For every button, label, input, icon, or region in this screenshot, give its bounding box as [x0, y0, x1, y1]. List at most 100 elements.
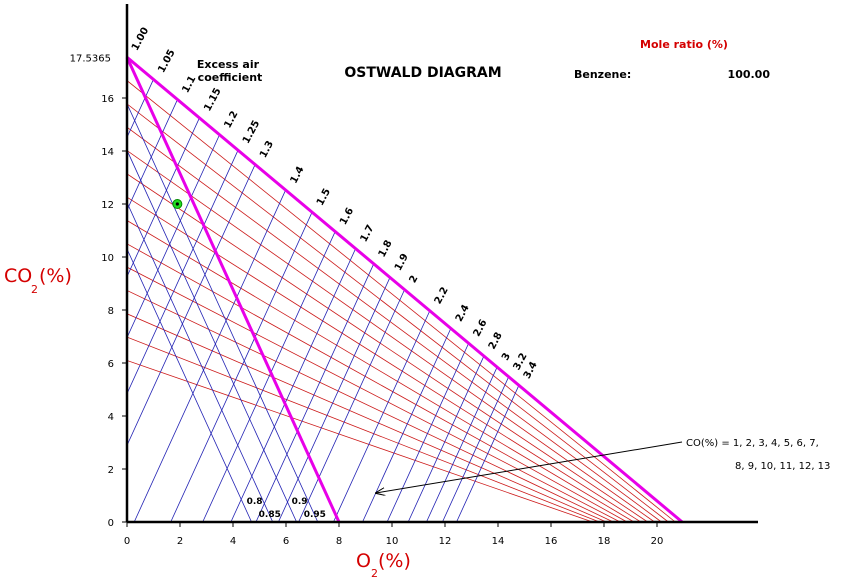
- excess-air-label-1.15: 1.15: [202, 86, 223, 113]
- excess-air-label: Excess air: [197, 58, 260, 71]
- co-line-1: [126, 80, 676, 523]
- excess-air-label-2.2: 2.2: [433, 285, 451, 306]
- excess-air-label-2: 2: [408, 274, 421, 285]
- deficit-line-0.9: [126, 150, 297, 523]
- co-line-12: [126, 336, 600, 523]
- co-line-2: [126, 103, 669, 523]
- excess-air-line-1.9: [278, 277, 391, 523]
- x-tick-label-0: 0: [124, 536, 130, 547]
- deficit-line-0.8: [126, 248, 252, 523]
- coefficient-labels-group: 1.001.051.11.151.2 1.251.3 1.4 1.5 1.61.71.8…: [130, 26, 540, 520]
- x-tick-label-14: 14: [492, 536, 505, 547]
- y-tick-label-6: 6: [108, 359, 114, 370]
- excess-air-lines-group: [126, 79, 520, 523]
- excess-air-line-1.4: [133, 189, 286, 523]
- excess-air-label-1.7: 1.7: [359, 223, 377, 244]
- stoichiometric-line: [125, 56, 341, 523]
- x-tick-label-4: 4: [230, 536, 236, 547]
- mole-ratio-label: Mole ratio (%): [640, 38, 728, 51]
- deficit-line-0.95: [126, 103, 319, 523]
- y-axis-title-unit: (%): [39, 265, 72, 287]
- excess-air-line-3.2: [442, 376, 510, 523]
- x-tick-label-12: 12: [439, 536, 452, 547]
- co-line-4: [126, 150, 655, 523]
- co-lines-group: [126, 80, 676, 523]
- co-line-5: [126, 173, 648, 523]
- excess-air-label-1.00: 1.00: [130, 26, 151, 53]
- excess-air-label-1.4: 1.4: [289, 165, 307, 186]
- deficit-air-lines-group: [126, 103, 319, 523]
- x-axis-title: O 2 (%): [356, 550, 411, 580]
- excess-air-label-1.25: 1.25: [241, 119, 262, 146]
- excess-air-line-1.3: [126, 164, 256, 446]
- complete-combustion-line: [126, 56, 684, 524]
- y-tick-label-10: 10: [101, 253, 114, 264]
- deficit-label-0.9: 0.9: [292, 497, 308, 507]
- excess-air-label-1.3: 1.3: [258, 139, 276, 160]
- y-tick-label-2: 2: [108, 465, 114, 476]
- x-tick-label-10: 10: [386, 536, 399, 547]
- excess-air-label-1.2: 1.2: [222, 109, 240, 130]
- y-tick-label-8: 8: [108, 306, 114, 317]
- x-tick-label-8: 8: [336, 536, 342, 547]
- deficit-line-0.85: [126, 202, 274, 523]
- excess-air-label-1.5: 1.5: [315, 187, 333, 208]
- excess-air-label-1.8: 1.8: [377, 238, 395, 259]
- excess-air-label-2.8: 2.8: [487, 331, 505, 352]
- excess-air-label-3: 3: [500, 351, 513, 362]
- x-axis-title-sub: 2: [371, 567, 378, 580]
- operating-point-center: [175, 202, 179, 206]
- excess-air-label-1.6: 1.6: [338, 206, 356, 227]
- co-annotation-line2: 8, 9, 10, 11, 12, 13: [735, 461, 830, 472]
- co-line-11: [126, 313, 607, 523]
- x-axis-title-main: O: [356, 550, 371, 572]
- excess-air-label-2.6: 2.6: [472, 318, 490, 339]
- coefficient-label: coefficient: [198, 71, 263, 84]
- co-line-10: [126, 290, 614, 523]
- x-tick-label-2: 2: [177, 536, 183, 547]
- co-line-7: [126, 220, 635, 523]
- excess-air-line-2.8: [407, 355, 485, 523]
- co-line-3: [126, 126, 662, 523]
- y-tick-label-0: 0: [108, 518, 114, 529]
- axes-group: 0 2 4 6 8 10 12 14 16 18 20 0 2 4 6 8 10 12 14 16: [101, 4, 758, 547]
- co-line-9: [126, 266, 621, 523]
- excess-air-label-1.9: 1.9: [393, 252, 411, 273]
- excess-air-line-2.6: [386, 343, 470, 523]
- x-tick-label-18: 18: [598, 536, 611, 547]
- co-line-6: [126, 196, 642, 523]
- x-axis-title-unit: (%): [378, 550, 411, 572]
- excess-air-line-2.4: [362, 328, 452, 523]
- excess-air-line-1.5: [170, 212, 313, 523]
- excess-air-line-2: [298, 289, 405, 523]
- excess-air-label-1.05: 1.05: [156, 48, 177, 75]
- excess-air-line-3: [426, 366, 498, 523]
- excess-air-line-1.1: [126, 99, 178, 211]
- chart-title: OSTWALD DIAGRAM: [344, 65, 501, 81]
- co2-max-label: 17.5365: [70, 53, 111, 64]
- co-annotation-arrow: [376, 441, 683, 493]
- deficit-label-0.8: 0.8: [247, 497, 263, 507]
- excess-air-line-1.8: [255, 263, 375, 523]
- y-tick-label-14: 14: [101, 147, 114, 158]
- y-axis-title-main: CO: [4, 265, 32, 287]
- excess-air-line-1.6: [202, 231, 336, 523]
- y-axis-title-sub: 2: [31, 283, 38, 296]
- excess-air-line-1.15: [126, 117, 200, 277]
- excess-air-line-1.2: [126, 134, 220, 338]
- excess-air-line-3.4: [456, 385, 520, 523]
- deficit-label-0.85: 0.85: [259, 510, 281, 520]
- y-tick-label-12: 12: [101, 200, 114, 211]
- co-line-8: [126, 243, 628, 523]
- boundary-lines-group: [125, 56, 684, 524]
- y-tick-label-16: 16: [101, 94, 114, 105]
- excess-air-line-2.2: [333, 310, 431, 523]
- excess-air-line-1.05: [126, 79, 154, 138]
- x-tick-label-20: 20: [651, 536, 664, 547]
- co-annotation-line1: CO(%) = 1, 2, 3, 4, 5, 6, 7,: [686, 438, 819, 449]
- x-tick-label-16: 16: [545, 536, 558, 547]
- fuel-label: Benzene:: [574, 68, 631, 81]
- excess-air-label-1.1: 1.1: [180, 74, 198, 95]
- excess-air-label-2.4: 2.4: [454, 303, 472, 324]
